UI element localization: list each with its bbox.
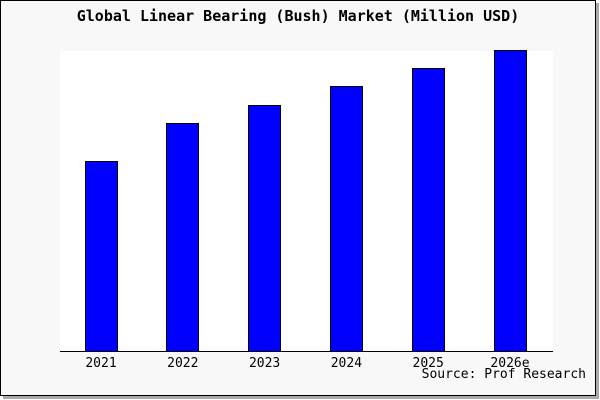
plot-area [60,50,553,352]
bar-2024 [330,86,363,351]
x-tick-label-2021: 2021 [85,356,117,371]
bar-2023 [248,105,281,351]
bar-2021 [85,161,118,351]
x-tick-label-2023: 2023 [248,356,281,371]
bar-2025 [412,68,445,351]
bar-2022 [166,123,199,351]
bar-2026e [494,50,527,351]
x-tick-label-2024: 2024 [330,356,363,371]
x-tick-label-2025: 2025 [412,356,444,371]
x-tick-label-2026e: 2026e [490,356,530,371]
x-tick-label-2022: 2022 [167,356,199,371]
source-credit: Source: Prof Research [421,367,586,382]
chart-title: Global Linear Bearing (Bush) Market (Mil… [76,7,520,25]
